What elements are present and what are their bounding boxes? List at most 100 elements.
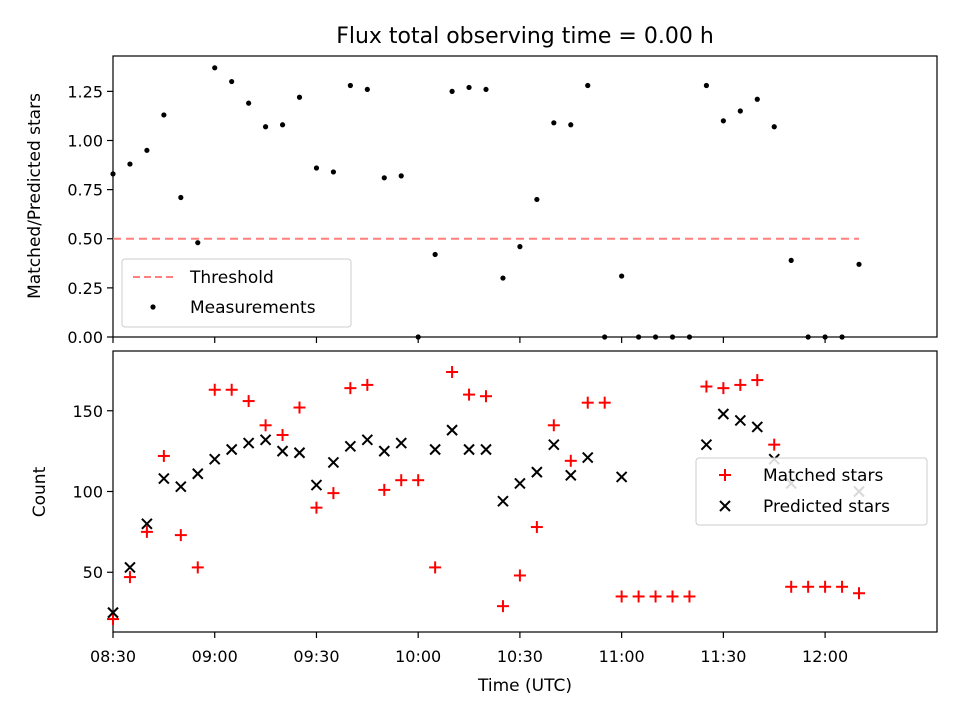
matched-point [819, 580, 832, 593]
x-tick-label: 10:30 [497, 647, 543, 666]
measurement-point [127, 161, 133, 167]
predicted-point [107, 606, 119, 619]
legend-threshold-label: Threshold [189, 268, 274, 288]
measurement-point [466, 84, 472, 91]
bottom-axes: 50 100 150 08:30 09:00 09:30 10:00 10:30 11:00 1… [30, 350, 938, 666]
measurement-point [703, 82, 710, 89]
matched-point [547, 419, 560, 432]
matched-point [123, 571, 136, 584]
measurement-point [110, 171, 116, 177]
matched-point [191, 561, 204, 574]
legend-predicted-swatch [719, 500, 731, 512]
predicted-point [751, 421, 763, 433]
measurement-point [737, 108, 743, 114]
x-tick-label: 11:00 [599, 647, 645, 666]
measurement-point [296, 94, 303, 100]
predicted-point [395, 437, 407, 449]
matched-point [174, 529, 187, 542]
measurement-point [381, 175, 387, 181]
predicted-point [548, 438, 560, 451]
predicted-point [497, 495, 509, 507]
bottom-x-ticks: 08:30 09:00 09:30 10:00 10:30 11:00 11:30 12:00 [90, 632, 848, 666]
legend-matched-label: Matched stars [763, 466, 883, 486]
top-plot-frame [112, 55, 938, 338]
measurement-point [347, 82, 353, 89]
matched-point [615, 590, 628, 603]
matched-point [378, 483, 391, 496]
bottom-y-axis-label: Count [30, 466, 50, 517]
y-tick-label: 0.00 [67, 328, 103, 347]
predicted-point [582, 451, 594, 464]
matched-point [564, 454, 577, 467]
measurement-point [551, 120, 557, 126]
predicted-point [700, 438, 713, 451]
predicted-point [209, 453, 221, 465]
predicted-point [310, 479, 323, 491]
predicted-point [734, 414, 747, 427]
measurement-point [619, 273, 625, 279]
measurement-point [229, 78, 235, 85]
legend-measurements-label: Measurements [190, 298, 316, 318]
measurement-point [161, 112, 167, 118]
matched-point [751, 374, 764, 387]
matched-point [446, 365, 459, 378]
x-tick-label: 11:30 [700, 647, 746, 666]
matched-point [242, 395, 255, 408]
measurement-point [822, 334, 828, 340]
matched-point [496, 600, 509, 613]
x-tick-label: 10:00 [395, 647, 441, 666]
measurement-point [483, 86, 489, 93]
top-x-ticks [112, 337, 826, 343]
matched-point [598, 396, 611, 409]
matched-point [683, 590, 696, 603]
predicted-point [293, 447, 306, 459]
measurement-point [754, 96, 760, 102]
matched-point [463, 388, 476, 401]
measurement-point [500, 275, 506, 281]
measurement-point [449, 88, 455, 94]
measurement-point [771, 124, 777, 130]
y-tick-label: 1.25 [67, 82, 103, 101]
matched-point [785, 580, 798, 593]
measurement-point [195, 240, 201, 246]
matched-point [259, 419, 272, 432]
matched-point [802, 580, 815, 593]
measurement-point [720, 118, 726, 124]
measurement-point [568, 122, 574, 128]
matched-point [208, 383, 221, 396]
legend-predicted-label: Predicted stars [763, 497, 890, 517]
measurement-point [262, 124, 269, 130]
measurement-point [856, 261, 862, 267]
predicted-point [327, 456, 340, 469]
x-tick-label: 09:00 [192, 647, 238, 666]
bottom-series [107, 365, 866, 626]
measurement-point [246, 100, 252, 106]
top-series [110, 65, 862, 340]
matched-point [717, 382, 730, 395]
y-tick-label: 50 [83, 563, 103, 582]
matched-point [836, 580, 849, 593]
measurement-point [398, 173, 404, 179]
predicted-point [344, 440, 357, 452]
predicted-point [361, 434, 374, 446]
y-tick-label: 0.25 [67, 279, 103, 298]
matched-point [513, 569, 526, 582]
matched-point [157, 449, 170, 462]
top-legend-box [121, 258, 352, 328]
y-tick-label: 100 [72, 483, 103, 502]
matched-point [327, 487, 340, 500]
top-y-ticks: 0.00 0.25 0.50 0.75 1.00 1.25 [67, 82, 113, 347]
y-tick-label: 1.00 [67, 131, 103, 150]
matched-point [700, 380, 713, 393]
matched-point [293, 401, 306, 414]
x-axis-label: Time (UTC) [477, 676, 572, 696]
predicted-point [615, 471, 628, 483]
x-tick-label: 08:30 [90, 647, 136, 666]
predicted-point [717, 408, 730, 420]
bottom-y-ticks: 50 100 150 [72, 402, 113, 582]
measurement-point [313, 165, 320, 171]
predicted-point [192, 468, 204, 480]
predicted-point [378, 445, 390, 457]
bottom-legend-box [695, 457, 928, 526]
